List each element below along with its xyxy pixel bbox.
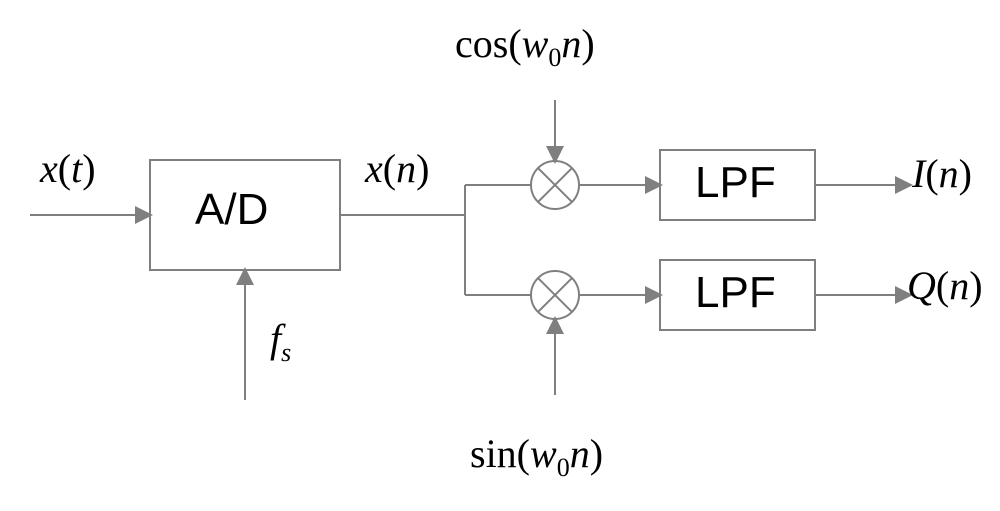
label-cos: cos(w0n) [455,20,595,73]
label-sin: sin(w0n) [470,430,603,483]
label-I: I(n) [912,150,972,197]
label-xn: x(n) [365,145,429,192]
label-Q: Q(n) [907,262,983,309]
label-lpf1: LPF [695,158,776,208]
label-lpf2: LPF [695,268,776,318]
label-fs: fs [270,315,291,368]
label-ad: A/D [195,185,268,235]
label-input: x(t) [40,145,96,192]
